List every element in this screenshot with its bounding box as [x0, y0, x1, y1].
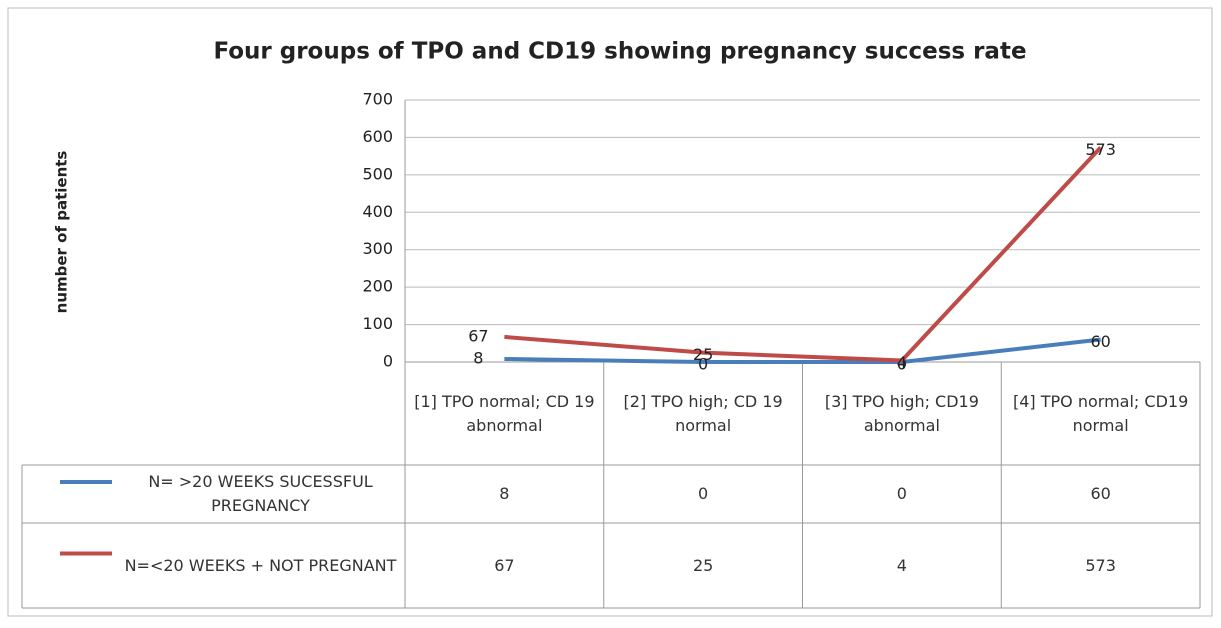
data-label: 0	[897, 355, 907, 374]
y-tick-label: 300	[362, 239, 393, 258]
category-label: [3] TPO high; CD19 abnormal	[824, 391, 979, 435]
data-label: 60	[1090, 332, 1110, 351]
category-label-box: [2] TPO high; CD 19 normal	[623, 391, 783, 435]
table-value: 25	[692, 555, 714, 575]
y-tick-label: 500	[362, 164, 393, 183]
data-label: 573	[1085, 140, 1116, 159]
y-tick-label: 0	[383, 352, 393, 371]
category-label: [4] TPO normal; CD19 normal	[1013, 391, 1189, 435]
y-tick-label: 200	[362, 277, 393, 296]
chart-border	[7, 7, 1213, 617]
table-value-box: 573	[1085, 555, 1116, 575]
table-value: 0	[896, 484, 907, 503]
data-label: 4	[897, 353, 907, 372]
table-value-box: 8	[499, 484, 510, 503]
table-value: 573	[1085, 555, 1116, 575]
legend-label: N=<20 WEEKS + NOT PREGNANT	[124, 555, 397, 575]
data-label: 67	[468, 326, 488, 345]
data-label: 25	[693, 345, 713, 364]
data-label: 0	[698, 355, 708, 374]
y-axis-label: number of patients	[53, 151, 71, 314]
data-label: 8	[473, 349, 483, 368]
table-value-box: 25	[692, 555, 714, 575]
chart-title: Four groups of TPO and CD19 showing preg…	[213, 39, 1026, 65]
table-value-box: 67	[494, 555, 515, 575]
table-value-box: 60	[1090, 484, 1111, 503]
y-tick-label: 400	[362, 202, 393, 221]
table-value: 4	[896, 555, 907, 575]
category-label-box: [3] TPO high; CD19 abnormal	[824, 391, 979, 435]
y-tick-label: 600	[362, 127, 393, 146]
table-value-box: 0	[896, 484, 907, 503]
category-label: [1] TPO normal; CD 19 abnormal	[414, 391, 595, 435]
table-value: 67	[494, 555, 515, 575]
table-value: 60	[1090, 484, 1111, 503]
series-line	[504, 337, 1101, 364]
series-line	[504, 146, 1103, 363]
table-value-box: 0	[698, 484, 709, 503]
table-value-box: 4	[896, 555, 907, 575]
category-label-box: [4] TPO normal; CD19 normal	[1013, 391, 1189, 435]
legend-label-box: N= >20 WEEKS SUCESSFUL PREGNANCY	[148, 472, 373, 515]
legend-label-box: N=<20 WEEKS + NOT PREGNANT	[124, 555, 397, 575]
table-value: 8	[499, 484, 510, 503]
category-label-box: [1] TPO normal; CD 19 abnormal	[414, 391, 595, 435]
y-tick-label: 700	[362, 90, 393, 109]
table-value: 0	[698, 484, 709, 503]
legend-label: N= >20 WEEKS SUCESSFUL PREGNANCY	[148, 472, 373, 515]
category-label: [2] TPO high; CD 19 normal	[623, 391, 783, 435]
y-tick-label: 100	[362, 314, 393, 333]
